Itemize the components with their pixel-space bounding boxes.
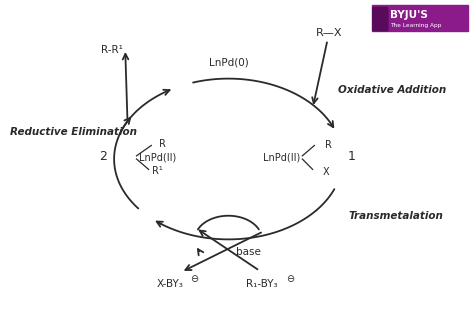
Text: LnPd(0): LnPd(0) [209,58,248,68]
Text: R: R [159,139,166,149]
Text: R₁-BY₃: R₁-BY₃ [246,279,278,288]
Text: R-R¹: R-R¹ [101,45,123,55]
Text: ⊖: ⊖ [286,274,294,284]
Text: R—X: R—X [316,28,342,38]
Text: Reductive Elimination: Reductive Elimination [10,127,137,137]
Text: X-BY₃: X-BY₃ [157,279,183,288]
FancyBboxPatch shape [372,5,468,31]
Text: 2: 2 [99,150,107,163]
Text: The Learning App: The Learning App [390,23,442,28]
Text: R: R [325,140,332,150]
Text: X: X [322,167,329,176]
Text: Oxidative Addition: Oxidative Addition [338,85,446,95]
FancyBboxPatch shape [373,7,388,31]
Text: 1: 1 [347,150,356,163]
Text: BYJU'S: BYJU'S [390,10,428,20]
Text: LnPd(II): LnPd(II) [263,152,300,162]
Text: R¹: R¹ [152,166,163,176]
Text: LnPd(II): LnPd(II) [139,152,176,162]
Text: base: base [236,247,261,257]
Text: Transmetalation: Transmetalation [349,211,444,221]
Text: ⊖: ⊖ [190,274,198,284]
